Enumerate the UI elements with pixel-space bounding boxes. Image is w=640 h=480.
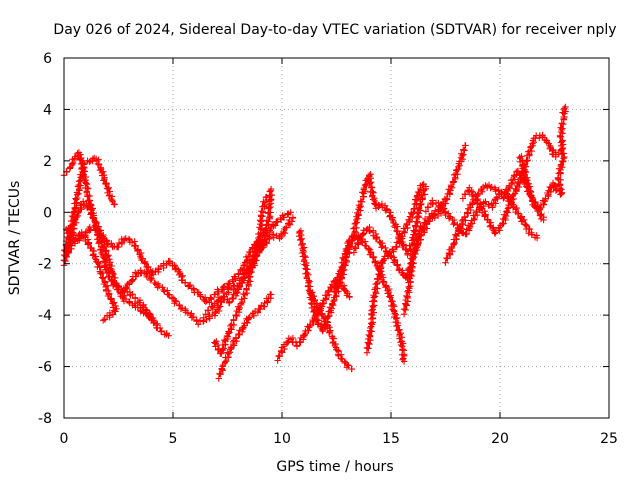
chart-title: Day 026 of 2024, Sidereal Day-to-day VTE…: [53, 22, 616, 38]
y-tick-label: -2: [38, 257, 52, 273]
x-tick-label: 25: [600, 431, 618, 447]
y-tick-label: 6: [43, 51, 52, 67]
x-axis-label: GPS time / hours: [276, 459, 393, 475]
y-tick-label: 4: [43, 102, 52, 118]
y-tick-label: 2: [43, 154, 52, 170]
y-tick-label: -6: [38, 360, 52, 376]
x-tick-label: 10: [273, 431, 291, 447]
chart-background: [0, 0, 640, 480]
sdtvar-chart: Day 026 of 2024, Sidereal Day-to-day VTE…: [0, 0, 640, 480]
y-tick-label: -4: [38, 308, 52, 324]
x-tick-label: 20: [491, 431, 509, 447]
y-tick-label: -8: [38, 411, 52, 427]
y-axis-label: SDTVAR / TECUs: [7, 181, 23, 296]
y-tick-label: 0: [43, 205, 52, 221]
x-tick-label: 15: [382, 431, 400, 447]
x-tick-label: 5: [169, 431, 178, 447]
x-tick-label: 0: [60, 431, 69, 447]
